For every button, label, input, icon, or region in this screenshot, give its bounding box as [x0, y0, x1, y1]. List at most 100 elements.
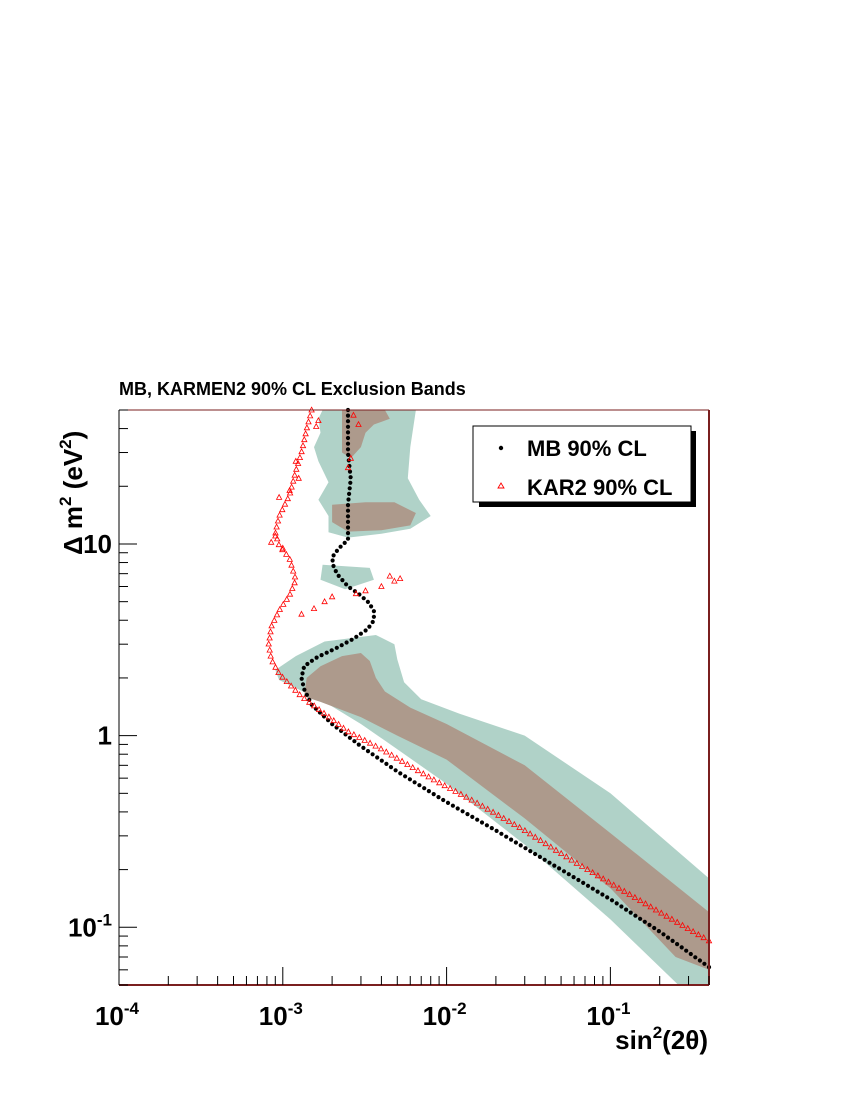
mb-point: [624, 907, 629, 912]
mb-point: [365, 599, 370, 605]
kar2-point: [296, 691, 303, 698]
kar2-point: [473, 799, 481, 806]
kar2-point: [658, 909, 665, 916]
mb-point: [305, 661, 310, 667]
mb-point: [684, 948, 689, 953]
kar2-point: [563, 853, 570, 860]
mb-point: [552, 863, 557, 868]
kar2-point: [441, 782, 448, 789]
mb-point: [431, 792, 436, 797]
mb-point: [642, 919, 647, 924]
mb-point: [403, 774, 408, 779]
mb-point: [345, 441, 351, 446]
mb-point: [336, 573, 341, 579]
kar2-point: [280, 600, 287, 607]
mb-point: [354, 634, 359, 639]
kar2-point: [286, 590, 294, 597]
mb-point: [345, 514, 351, 519]
mb-point: [348, 480, 353, 485]
mb-point: [479, 820, 485, 825]
mb-point: [370, 752, 375, 757]
kar2-point: [275, 493, 283, 500]
kar2-point: [298, 610, 305, 617]
mb-point: [670, 938, 675, 944]
mb-point: [600, 892, 605, 897]
mb-point: [346, 452, 351, 457]
kar2-point: [511, 820, 518, 827]
kar2-point: [542, 840, 549, 847]
kar2-point: [578, 862, 586, 869]
kar2-point: [414, 767, 422, 774]
mb-point: [513, 840, 519, 845]
mb-point: [388, 765, 394, 770]
mb-point: [484, 823, 489, 828]
kar2-point: [273, 523, 280, 530]
legend-kar2-label: KAR2 90% CL: [527, 475, 672, 500]
kar2-point: [652, 906, 660, 913]
mb-point: [494, 828, 499, 834]
kar2-point: [377, 745, 385, 752]
mb-point: [697, 958, 703, 963]
kar2-point: [267, 652, 274, 659]
mb-point: [407, 777, 412, 782]
kar2-point: [291, 573, 299, 580]
mb-point: [441, 797, 446, 803]
kar2-point: [425, 773, 432, 780]
kar2-point: [446, 784, 454, 791]
mb-point: [352, 589, 357, 594]
mb-point: [369, 604, 374, 609]
mb-point: [347, 486, 352, 491]
kar2-point: [274, 517, 282, 524]
kar2-point: [636, 896, 644, 903]
mb-point: [363, 628, 368, 633]
kar2-point: [457, 790, 465, 797]
kar2-point: [302, 430, 309, 437]
mb-point: [528, 849, 533, 854]
kar2-point: [420, 770, 427, 777]
mb-point: [367, 624, 372, 629]
mb-point: [319, 653, 324, 658]
mb-point: [518, 843, 523, 848]
mb-point: [585, 883, 591, 888]
mb-point: [358, 631, 363, 636]
kar2-point: [615, 884, 623, 891]
kar2-point: [695, 931, 702, 938]
mb-point: [300, 671, 305, 676]
kar2-point: [345, 728, 352, 735]
kar2-point: [298, 448, 305, 455]
mb-point: [344, 582, 349, 587]
kar2-point: [388, 751, 395, 758]
inner-band-region: [342, 410, 390, 459]
mb-point: [348, 475, 353, 480]
kar2-point: [430, 776, 438, 783]
kar2-point: [315, 705, 323, 712]
kar2-point: [328, 593, 336, 600]
mb-point: [361, 745, 366, 751]
kar2-point: [283, 550, 290, 557]
kar2-point: [495, 811, 502, 818]
mb-point: [370, 619, 375, 625]
mb-point: [384, 761, 389, 767]
mb-point: [342, 540, 347, 546]
mb-point: [301, 665, 306, 671]
kar2-point: [289, 477, 297, 484]
kar2-point: [350, 731, 358, 738]
mb-point: [345, 531, 351, 536]
kar2-point: [276, 511, 283, 518]
kar2-point: [479, 802, 486, 809]
mb-point: [509, 837, 514, 842]
mb-point: [561, 869, 567, 874]
kar2-point: [404, 760, 411, 767]
kar2-point: [301, 694, 308, 701]
kar2-point: [306, 698, 313, 705]
mb-point: [334, 548, 339, 554]
mb-point: [371, 614, 376, 619]
mb-point: [523, 846, 528, 851]
mb-point: [345, 419, 351, 424]
kar2-point: [484, 805, 491, 812]
mb-point: [333, 569, 338, 574]
kar2-point: [289, 567, 297, 574]
mb-point: [693, 955, 698, 960]
kar2-point: [268, 622, 275, 629]
mb-point: [345, 413, 351, 418]
